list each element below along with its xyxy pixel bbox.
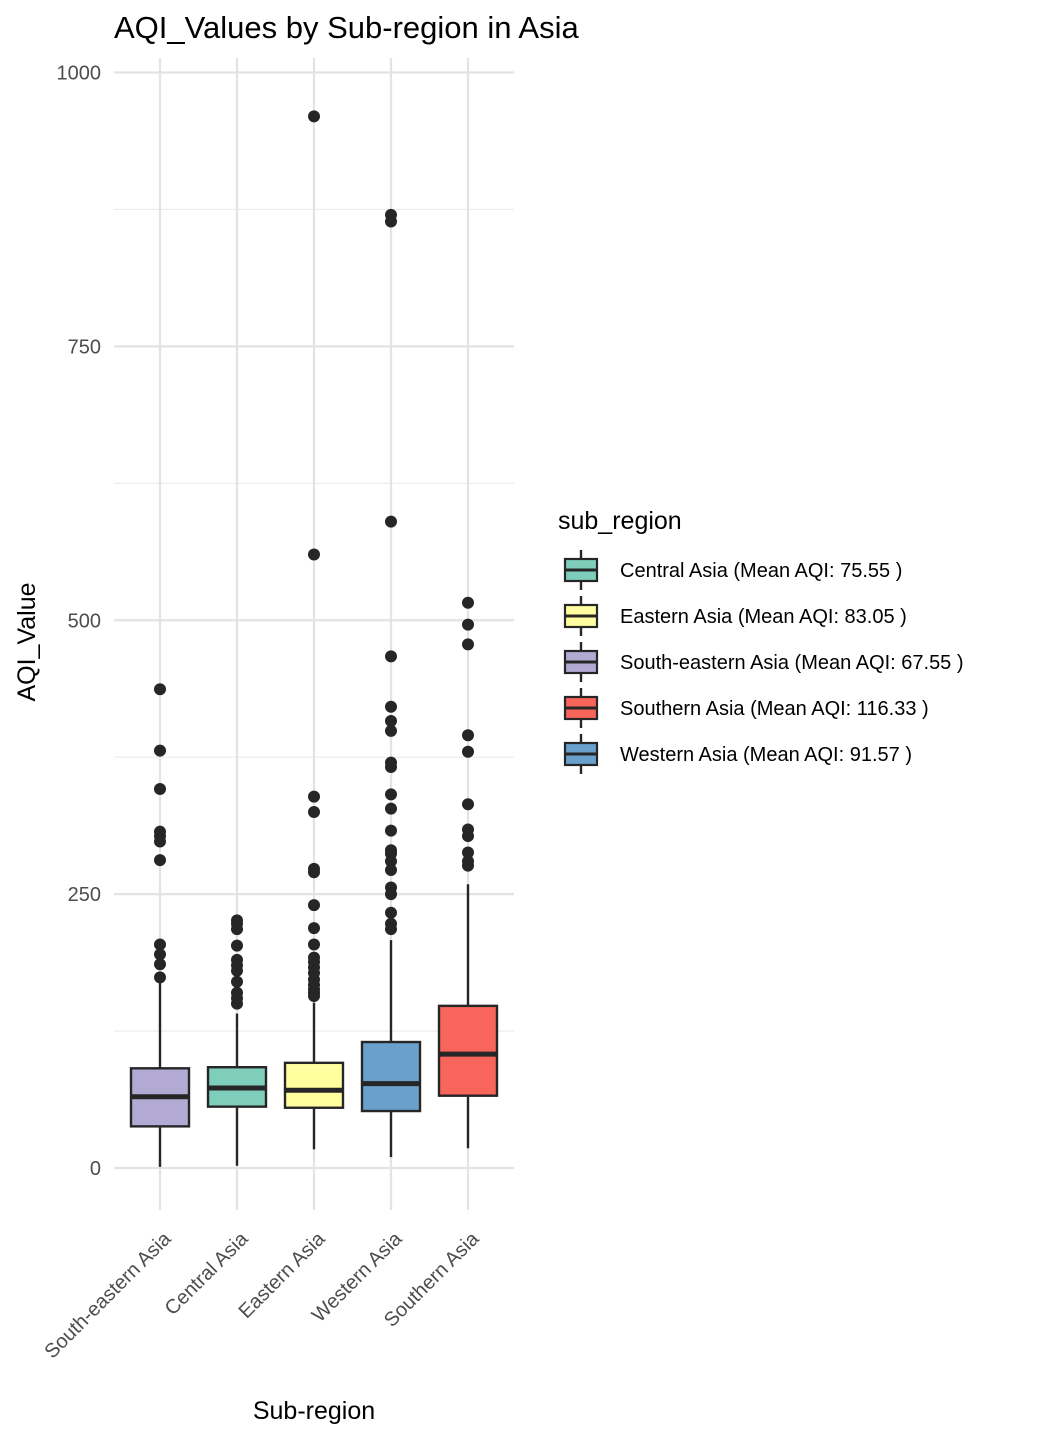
outlier-point [385, 515, 397, 528]
box-body [360, 1040, 422, 1113]
y-tick-label: 500 [68, 610, 101, 632]
box-body [437, 1004, 499, 1097]
y-tick-label: 750 [68, 336, 101, 358]
legend-item: Central Asia (Mean AQI: 75.55 ) [563, 550, 902, 590]
outlier-point [308, 951, 320, 964]
legend-label: Southern Asia (Mean AQI: 116.33 ) [620, 698, 929, 720]
outlier-point [154, 683, 166, 696]
y-tick-label: 1000 [57, 63, 102, 85]
outlier-point [231, 986, 243, 999]
x-tick-label: South-eastern Asia [40, 1227, 176, 1363]
outlier-point [462, 846, 474, 859]
outlier-point [154, 854, 166, 867]
outlier-point [308, 805, 320, 818]
box-body [283, 1061, 345, 1109]
legend-label: South-eastern Asia (Mean AQI: 67.55 ) [620, 652, 964, 674]
box-southern-asia [437, 596, 499, 1149]
legend-label: Eastern Asia (Mean AQI: 83.05 ) [620, 606, 907, 628]
legend-item: Southern Asia (Mean AQI: 116.33 ) [563, 688, 929, 728]
outlier-point [385, 715, 397, 728]
outlier-point [385, 650, 397, 663]
box-central-asia [206, 914, 268, 1166]
outlier-point [154, 782, 166, 795]
legend-title: sub_region [558, 507, 682, 535]
legend-label: Central Asia (Mean AQI: 75.55 ) [620, 560, 902, 582]
x-axis-label: Sub-region [253, 1397, 375, 1425]
outlier-point [385, 906, 397, 919]
outlier-point [231, 953, 243, 966]
outlier-point [462, 823, 474, 836]
outlier-point [462, 729, 474, 742]
outlier-point [385, 208, 397, 221]
outlier-point [385, 700, 397, 713]
y-tick-label: 250 [68, 884, 101, 906]
legend-item: Eastern Asia (Mean AQI: 83.05 ) [563, 596, 907, 636]
outlier-point [154, 938, 166, 951]
outlier-point [308, 899, 320, 912]
outlier-point [385, 844, 397, 857]
outlier-point [462, 638, 474, 651]
outlier-point [231, 939, 243, 952]
outlier-point [154, 825, 166, 838]
outlier-point [385, 824, 397, 837]
outlier-point [385, 724, 397, 737]
outlier-point [462, 798, 474, 811]
outlier-point [308, 938, 320, 951]
chart-title: AQI_Values by Sub-region in Asia [114, 10, 579, 45]
legend: sub_region Central Asia (Mean AQI: 75.55… [558, 507, 964, 774]
outlier-point [308, 922, 320, 935]
y-axis-ticks: 0 250 500 750 1000 [57, 63, 102, 1181]
outlier-point [462, 596, 474, 609]
outlier-point [385, 802, 397, 815]
outlier-point [385, 917, 397, 930]
outlier-point [308, 862, 320, 875]
outlier-point [154, 744, 166, 757]
outlier-point [308, 548, 320, 561]
outlier-point [385, 881, 397, 894]
outlier-point [462, 618, 474, 631]
outlier-point [308, 790, 320, 803]
box-south-eastern-asia [129, 683, 191, 1167]
outlier-point [308, 110, 320, 123]
legend-label: Western Asia (Mean AQI: 91.57 ) [620, 744, 912, 766]
y-tick-label: 0 [90, 1158, 101, 1180]
outlier-point [154, 958, 166, 971]
box-western-asia [360, 208, 422, 1158]
outlier-point [154, 971, 166, 984]
outlier-point [385, 756, 397, 769]
outlier-point [231, 914, 243, 927]
y-axis-label: AQI_Value [13, 582, 41, 701]
outlier-point [462, 745, 474, 758]
outlier-point [385, 864, 397, 877]
legend-item: Western Asia (Mean AQI: 91.57 ) [563, 734, 912, 774]
outlier-point [462, 855, 474, 868]
boxes [129, 110, 499, 1167]
legend-item: South-eastern Asia (Mean AQI: 67.55 ) [563, 642, 964, 682]
box-eastern-asia [283, 110, 345, 1150]
outlier-point [154, 948, 166, 961]
outlier-point [231, 975, 243, 988]
outlier-point [385, 788, 397, 801]
